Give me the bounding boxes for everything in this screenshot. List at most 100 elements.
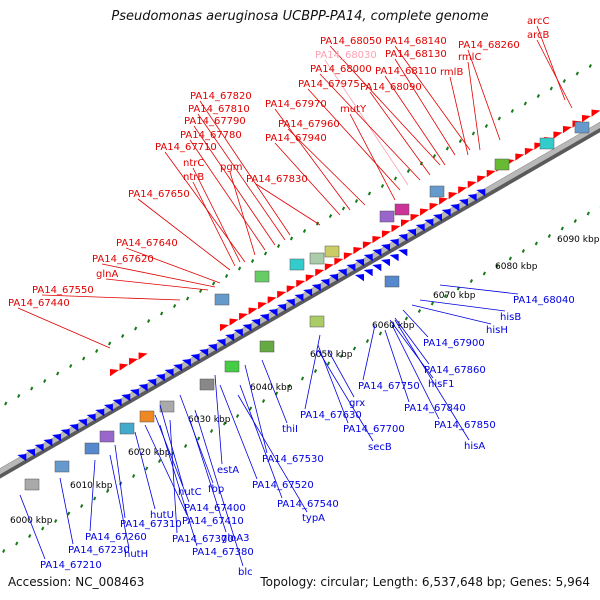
gene-label-reverse: PA14_67750 xyxy=(358,381,420,392)
leader-line xyxy=(237,394,308,513)
gene-label-forward: PA14_68050 xyxy=(320,36,382,47)
tick-mark xyxy=(54,519,58,523)
gene-arrow xyxy=(458,199,468,207)
gene-label-reverse: hisF1 xyxy=(428,379,454,390)
feature-block xyxy=(24,478,40,491)
gene-arrow xyxy=(69,424,79,432)
tick-mark xyxy=(198,289,203,293)
leader-line xyxy=(362,324,376,381)
gene-arrow xyxy=(173,364,183,372)
gene-arrow xyxy=(259,314,269,322)
leader-line xyxy=(536,39,573,109)
gene-arrow xyxy=(294,294,304,302)
gene-label-forward: PA14_67830 xyxy=(246,174,308,185)
gene-arrow xyxy=(34,444,44,452)
gene-arrow xyxy=(415,224,425,232)
gene-arrow xyxy=(591,109,600,117)
gene-arrow xyxy=(381,230,391,238)
gene-label-forward: ntrC xyxy=(183,158,204,169)
tick-mark xyxy=(482,271,487,276)
gene-label-forward: PA14_67790 xyxy=(184,116,246,127)
gene-label-reverse: PA14_67540 xyxy=(277,499,339,510)
leader-line xyxy=(329,45,441,166)
gene-label-forward: pgm xyxy=(220,162,242,173)
scale-label: 6020 kbp xyxy=(128,448,171,458)
tick-mark xyxy=(146,319,151,323)
tick-mark xyxy=(134,326,138,331)
gene-arrow xyxy=(207,344,217,352)
scale-label: 6030 kbp xyxy=(188,415,231,425)
tick-mark xyxy=(235,414,240,418)
gene-label-forward: PA14_68090 xyxy=(360,82,422,93)
tick-mark xyxy=(404,316,409,321)
gene-label-reverse: PA14_67310 xyxy=(120,519,182,530)
tick-mark xyxy=(159,311,164,316)
gene-arrow xyxy=(476,189,486,197)
gene-arrow xyxy=(441,209,451,217)
gene-arrow xyxy=(60,429,70,437)
feature-block xyxy=(309,315,325,328)
gene-arrow xyxy=(119,363,129,371)
tick-mark xyxy=(209,429,214,433)
leader-line xyxy=(109,454,130,549)
tick-mark xyxy=(185,296,190,301)
tick-mark xyxy=(300,376,305,381)
tick-mark xyxy=(326,361,331,366)
feature-block xyxy=(224,360,240,373)
tick-mark xyxy=(196,436,201,441)
tick-mark xyxy=(250,259,255,263)
leader-line xyxy=(189,419,227,533)
gene-label-reverse: PA14_67630 xyxy=(300,410,362,421)
leader-line xyxy=(391,324,440,420)
tick-mark xyxy=(417,309,422,313)
gene-label-reverse: PA14_67370 xyxy=(172,534,234,545)
tick-mark xyxy=(339,354,344,358)
feature-block xyxy=(139,410,155,423)
gene-label-reverse: PA14_67400 xyxy=(184,503,246,514)
scale-label: 6070 kbp xyxy=(433,291,476,301)
gene-label-forward: PA14_67550 xyxy=(32,285,94,296)
gene-arrow xyxy=(285,299,295,307)
gene-arrow xyxy=(251,319,261,327)
leader-line xyxy=(317,349,374,442)
gene-arrow xyxy=(121,394,131,402)
leader-line xyxy=(384,329,410,403)
leader-line xyxy=(449,76,469,156)
tick-mark xyxy=(458,139,463,143)
feature-block xyxy=(214,293,230,306)
feature-block xyxy=(99,430,115,443)
leader-line xyxy=(214,374,223,465)
gene-arrow xyxy=(225,334,235,342)
gene-arrow xyxy=(77,419,87,427)
gene-arrow xyxy=(486,170,496,178)
tick-mark xyxy=(80,504,84,508)
feature-block xyxy=(394,203,410,216)
gene-label-reverse: PA14_67210 xyxy=(40,560,102,571)
tick-mark xyxy=(144,466,149,471)
gene-label-reverse: PA14_67410 xyxy=(182,516,244,527)
gene-arrow xyxy=(562,126,572,134)
tick-mark xyxy=(445,146,450,151)
tick-mark xyxy=(378,331,383,336)
topology-text: Topology: circular; Length: 6,537,648 bp… xyxy=(260,575,590,589)
scale-label: 6000 kbp xyxy=(10,516,53,526)
leader-line xyxy=(169,419,178,534)
gene-arrow xyxy=(25,449,35,457)
gene-label-forward: PA14_67940 xyxy=(265,133,327,144)
leader-line xyxy=(19,494,46,560)
gene-arrow xyxy=(51,434,61,442)
tick-mark xyxy=(573,219,577,223)
tick-mark xyxy=(586,211,590,216)
gene-label-forward: PA14_67640 xyxy=(116,238,178,249)
gene-arrow xyxy=(363,269,373,277)
gene-arrow xyxy=(242,324,252,332)
tick-mark xyxy=(276,244,281,248)
gene-label-forward: PA14_67970 xyxy=(265,99,327,110)
feature-block xyxy=(494,158,510,171)
gene-label-reverse: estA xyxy=(217,465,239,476)
tick-mark xyxy=(562,79,566,83)
gene-arrow xyxy=(553,131,563,139)
gene-arrow xyxy=(450,204,460,212)
leader-line xyxy=(229,171,256,256)
